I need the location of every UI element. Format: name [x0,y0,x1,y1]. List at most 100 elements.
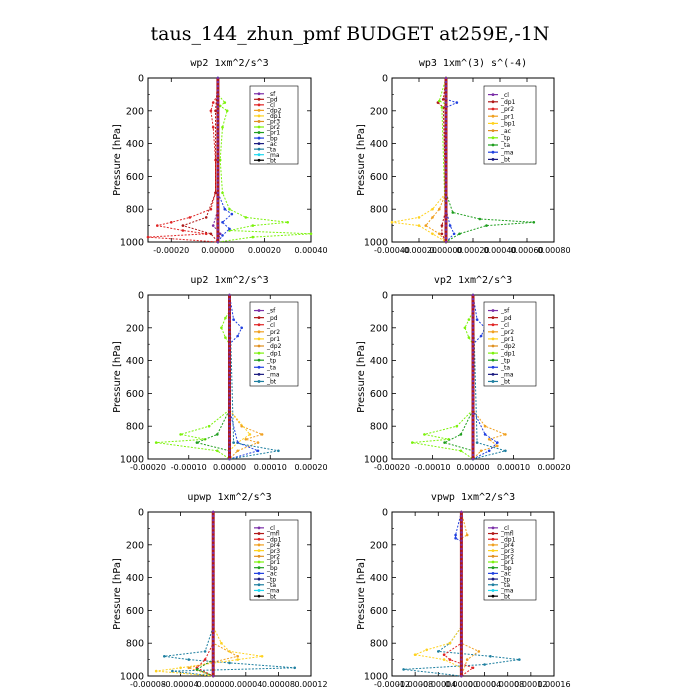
panel-title: wp3 1xm^(3) s^(-4) [419,58,527,69]
x-tick-label: -0.00010 [415,463,451,472]
legend-label: _dp1 [500,99,516,106]
series-point [163,655,166,658]
x-tick-label: 0.00020 [456,246,489,255]
zero-line-marker [444,195,448,199]
x-tick-label: -0.00004 [163,680,199,689]
legend-label: _sf [500,308,510,315]
zero-line-marker [216,162,220,166]
y-tick-label: 400 [370,356,388,367]
zero-line-marker [444,93,448,96]
series-point [448,658,452,661]
series-point [170,221,173,224]
legend-marker [257,583,261,587]
zero-line-marker [212,613,215,616]
y-tick-label: 200 [370,323,388,334]
legend-marker [257,108,261,112]
zero-line-marker [444,105,448,108]
zero-line-marker [228,457,231,461]
x-tick-label: -0.00008 [130,680,166,689]
zero-line-marker [228,449,231,452]
y-tick-label: 800 [370,639,388,650]
y-tick-label: 0 [382,291,388,302]
zero-line-marker [216,191,220,194]
zero-line-marker [471,343,475,346]
legend-label: _ma [500,372,514,379]
zero-line-marker [471,318,475,321]
zero-line-marker [216,89,220,92]
zero-line-marker [212,650,215,653]
series-point [417,216,421,219]
zero-line-marker [216,121,220,125]
series-point [223,101,227,104]
y-tick-label: 0 [138,508,144,519]
legend-label: _bp1 [500,121,516,128]
series-point [487,449,491,453]
series-point [230,212,234,216]
y-tick-label: 400 [126,139,144,150]
legend-marker [491,316,495,320]
legend-marker [257,365,261,369]
legend-marker [257,526,261,530]
zero-line-marker [212,580,215,583]
legend-marker [491,543,495,547]
series-point [195,441,199,444]
legend-label: _pr3 [266,548,280,555]
zero-line-marker [444,187,448,190]
legend-label: _bt [500,379,511,386]
legend-label: _mfl [500,531,514,538]
y-axis-label: Pressure [hPa] [112,124,123,196]
legend-label: _ma [500,588,514,595]
zero-line-marker [444,183,448,186]
zero-line-marker [228,416,231,420]
zero-line-marker [212,568,215,571]
zero-line-marker [444,126,448,129]
series-point [171,669,174,673]
series-point [224,336,227,339]
y-tick-label: 600 [370,172,388,183]
zero-line-marker [460,646,463,649]
legend-marker [491,107,495,111]
zero-line-marker [216,224,220,227]
zero-line-marker [216,154,220,158]
series-line-bp1 [438,77,447,243]
legend-marker [257,136,261,140]
series-point [485,224,488,227]
zero-line-marker [460,514,463,518]
zero-line-marker [228,347,231,350]
legend-marker [257,358,261,362]
zero-line-marker [444,216,448,219]
y-tick-label: 400 [370,573,388,584]
series-point [209,109,213,113]
legend-marker [257,554,261,558]
legend-marker [491,100,495,104]
zero-line-marker [444,80,448,84]
series-line-ac [445,78,534,243]
zero-line-marker [216,126,220,129]
legend-label: _pr1 [266,336,280,343]
series-point [483,663,486,666]
zero-line-marker [216,179,220,182]
zero-line-marker [471,322,475,325]
legend-marker [491,337,495,341]
series-point [236,334,239,338]
zero-line-marker [444,171,448,174]
zero-line-marker [228,293,231,297]
zero-line-marker [228,404,231,407]
zero-line-marker [212,592,215,596]
panel-title: up2 1xm^2/s^3 [190,275,268,286]
zero-line-marker [212,527,215,530]
series-point [454,533,457,537]
series-point [483,424,487,428]
zero-line-marker [212,519,215,522]
series-point [181,224,185,227]
zero-line-marker [460,621,463,624]
zero-line-marker [471,314,475,317]
legend-label: _pr3 [266,119,280,126]
zero-line-marker [228,375,231,379]
legend-label: _cl [266,525,275,532]
zero-line-marker [471,351,475,354]
legend-label: _ac [500,128,511,135]
zero-line-marker [460,625,463,628]
legend-label: _cl [266,322,275,329]
zero-line-marker [212,666,215,669]
